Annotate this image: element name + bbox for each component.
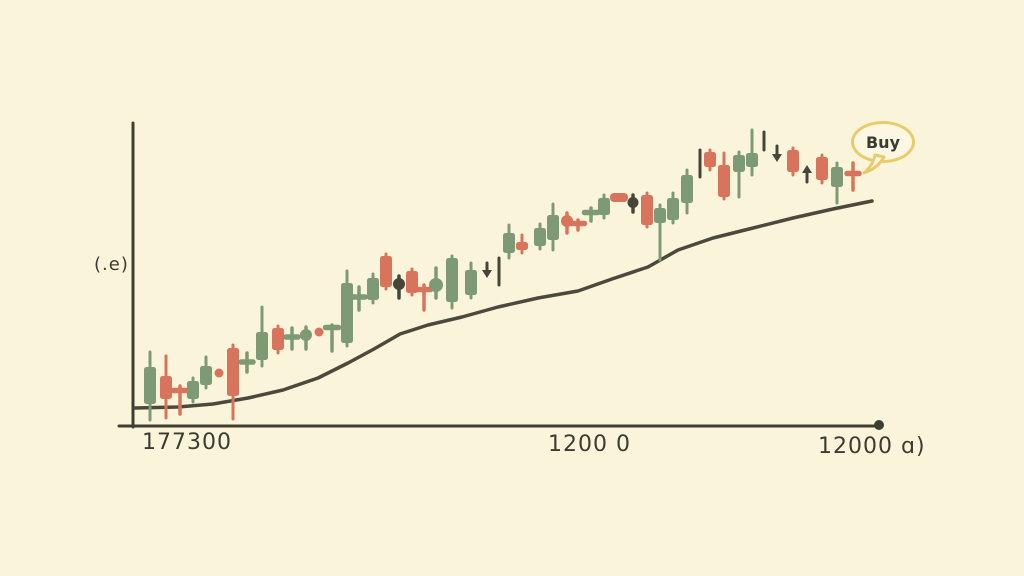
candle-body — [160, 376, 172, 399]
candle-body — [718, 165, 730, 197]
candle-body — [746, 153, 758, 167]
candle-body — [733, 155, 745, 172]
candle-body — [465, 270, 477, 295]
candle-body — [187, 381, 199, 399]
candle-body — [534, 228, 546, 246]
candle-dot — [214, 368, 224, 378]
candle-body — [144, 367, 156, 404]
x-tick-label-right: 12000 ɑ) — [818, 434, 926, 459]
candle-body — [256, 332, 268, 360]
candle-head — [627, 197, 639, 208]
candle-body — [704, 152, 716, 167]
candle-body — [503, 233, 515, 253]
arrow-up-head — [802, 165, 812, 173]
x-tick-label-left: 177300 — [142, 430, 232, 455]
arrow-down-head — [482, 270, 492, 278]
x-axis-end-dot — [874, 420, 884, 430]
candle-hbar — [610, 193, 628, 202]
buy-bubble-tail-icon — [862, 153, 886, 175]
candle-body — [831, 167, 843, 187]
candle-dot — [314, 327, 324, 337]
candle-head — [300, 329, 312, 341]
candle-body — [341, 283, 353, 343]
candle-body — [446, 258, 458, 302]
candle-body — [547, 215, 559, 240]
candle-body — [406, 271, 418, 293]
arrow-down-head — [772, 154, 782, 162]
candle-body — [654, 208, 666, 223]
candle-body — [272, 328, 284, 350]
candle-body — [227, 348, 239, 396]
candle-body — [598, 198, 610, 215]
candle-body — [787, 150, 799, 172]
candle-head — [429, 278, 443, 292]
candle-body — [367, 278, 379, 300]
trend-line — [133, 199, 874, 410]
candle-body — [516, 242, 528, 250]
candle-body — [200, 366, 212, 385]
y-axis-label: (.e) — [94, 254, 129, 275]
candle-body — [667, 198, 679, 220]
candle-head — [393, 278, 405, 290]
candle-body — [816, 157, 828, 180]
candle-body — [380, 256, 392, 287]
x-tick-label-middle: 1200 0 — [548, 432, 631, 457]
buy-label: Buy — [865, 132, 900, 152]
candle-body — [681, 175, 693, 203]
candle-body — [641, 195, 653, 225]
